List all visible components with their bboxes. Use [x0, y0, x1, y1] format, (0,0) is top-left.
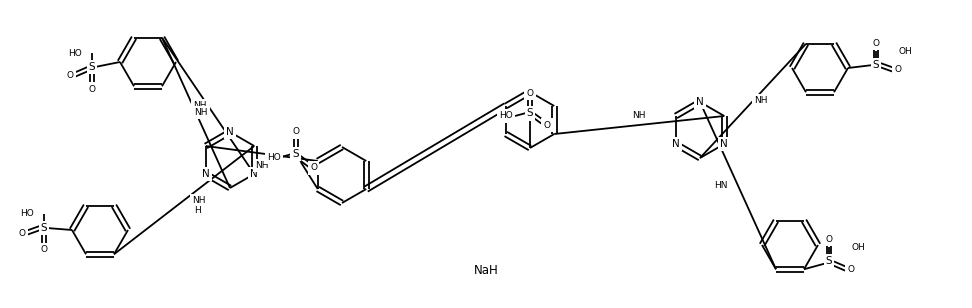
Text: NH: NH [193, 101, 207, 110]
Text: O: O [293, 128, 299, 136]
Text: HO: HO [267, 152, 281, 161]
Text: S: S [825, 256, 832, 266]
Text: N: N [696, 97, 704, 107]
Text: O: O [66, 71, 74, 79]
Text: N: N [251, 169, 259, 179]
Text: NH: NH [754, 96, 768, 105]
Text: OH: OH [898, 47, 912, 55]
Text: HO: HO [68, 48, 82, 58]
Text: HO: HO [500, 111, 513, 120]
Text: O: O [310, 164, 317, 172]
Text: S: S [527, 108, 534, 118]
Text: S: S [873, 60, 880, 70]
Text: O: O [18, 229, 25, 237]
Text: O: O [88, 84, 95, 94]
Text: O: O [543, 120, 550, 129]
Text: NH: NH [192, 196, 206, 205]
Text: N: N [226, 127, 234, 137]
Text: N: N [202, 169, 210, 179]
Text: S: S [293, 149, 299, 159]
Text: O: O [527, 88, 534, 98]
Text: H: H [194, 206, 201, 215]
Text: O: O [873, 38, 880, 47]
Text: HO: HO [20, 209, 34, 218]
Text: NH: NH [633, 111, 646, 120]
Text: O: O [894, 66, 901, 75]
Text: N: N [672, 139, 679, 149]
Text: O: O [848, 265, 854, 274]
Text: OH: OH [851, 243, 865, 252]
Text: NaH: NaH [473, 264, 499, 277]
Text: NH: NH [255, 161, 268, 170]
Text: O: O [41, 245, 48, 254]
Text: S: S [88, 62, 95, 72]
Text: HN: HN [714, 181, 728, 190]
Text: O: O [825, 235, 832, 244]
Text: S: S [41, 223, 48, 233]
Text: NH: NH [194, 108, 208, 117]
Text: N: N [720, 139, 728, 149]
